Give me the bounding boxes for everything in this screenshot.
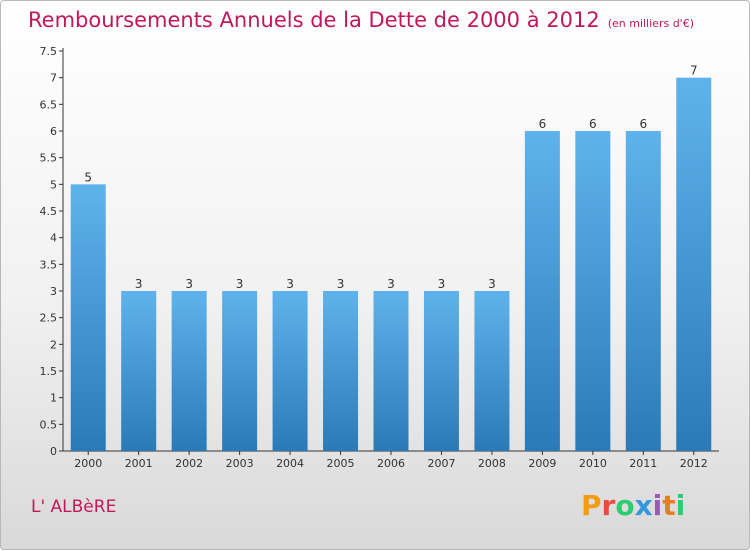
logo-letter: i: [675, 489, 686, 522]
bar-2010: [575, 131, 611, 451]
y-tick-label: 4.5: [40, 205, 58, 218]
x-tick-label-2003: 2003: [226, 457, 254, 470]
y-tick-label: 0.5: [40, 418, 58, 431]
y-tick-label: 5.5: [40, 152, 58, 165]
bar-2005: [323, 291, 359, 451]
chart-subtitle: (en milliers d'€): [607, 17, 694, 30]
bar-2003: [222, 291, 258, 451]
x-tick-label-2008: 2008: [478, 457, 506, 470]
logo-letter: P: [581, 489, 602, 522]
logo-letter: o: [615, 489, 635, 522]
y-tick-label: 3: [50, 285, 57, 298]
bar-2006: [373, 291, 409, 451]
data-label-2002: 3: [185, 277, 193, 291]
y-tick-label: 2.5: [40, 312, 58, 325]
x-tick-label-2009: 2009: [528, 457, 556, 470]
chart-title: Remboursements Annuels de la Dette de 20…: [28, 8, 694, 32]
bar-2002: [171, 291, 207, 451]
logo-letter: x: [634, 489, 653, 522]
y-tick-label: 6.5: [40, 98, 58, 111]
y-tick-label: 2: [50, 338, 57, 351]
y-tick-label: 7: [50, 72, 57, 85]
x-tick-label-2011: 2011: [629, 457, 657, 470]
data-label-2000: 5: [84, 170, 92, 184]
x-tick-label-2007: 2007: [427, 457, 455, 470]
bar-2004: [272, 291, 308, 451]
bar-2000: [70, 184, 106, 452]
x-tick-label-2010: 2010: [579, 457, 607, 470]
proxiti-logo: Proxiti: [581, 489, 685, 522]
data-label-2004: 3: [286, 277, 294, 291]
logo-letter: t: [662, 489, 676, 522]
y-tick-label: 7.5: [40, 45, 58, 58]
logo-letter: i: [652, 489, 663, 522]
bar-2011: [625, 131, 661, 451]
y-tick-label: 4: [50, 232, 57, 245]
y-tick-label: 1: [50, 392, 57, 405]
x-tick-label-2000: 2000: [74, 457, 102, 470]
x-tick-label-2001: 2001: [125, 457, 153, 470]
bar-2007: [423, 291, 459, 451]
data-label-2008: 3: [488, 277, 496, 291]
x-tick-label-2004: 2004: [276, 457, 304, 470]
y-tick-label: 1.5: [40, 365, 58, 378]
data-label-2011: 6: [639, 117, 647, 131]
bar-2001: [121, 291, 157, 451]
x-tick-label-2006: 2006: [377, 457, 405, 470]
data-label-2006: 3: [387, 277, 395, 291]
logo-letter: r: [601, 489, 616, 522]
bar-2009: [524, 131, 560, 451]
y-tick-label: 6: [50, 125, 57, 138]
data-label-2007: 3: [438, 277, 446, 291]
bar-2008: [474, 291, 510, 451]
y-tick-label: 0: [50, 445, 57, 458]
bar-2012: [676, 77, 712, 452]
x-tick-label-2005: 2005: [327, 457, 355, 470]
chart-title-text: Remboursements Annuels de la Dette de 20…: [28, 8, 600, 32]
x-tick-label-2012: 2012: [680, 457, 708, 470]
x-tick-label-2002: 2002: [175, 457, 203, 470]
commune-name: L' ALBèRE: [31, 497, 117, 517]
y-tick-label: 5: [50, 178, 57, 191]
data-label-2012: 7: [690, 64, 698, 78]
data-label-2003: 3: [236, 277, 244, 291]
data-label-2001: 3: [135, 277, 143, 291]
y-tick-label: 3.5: [40, 258, 58, 271]
data-label-2009: 6: [539, 117, 547, 131]
data-label-2010: 6: [589, 117, 597, 131]
data-label-2005: 3: [337, 277, 345, 291]
